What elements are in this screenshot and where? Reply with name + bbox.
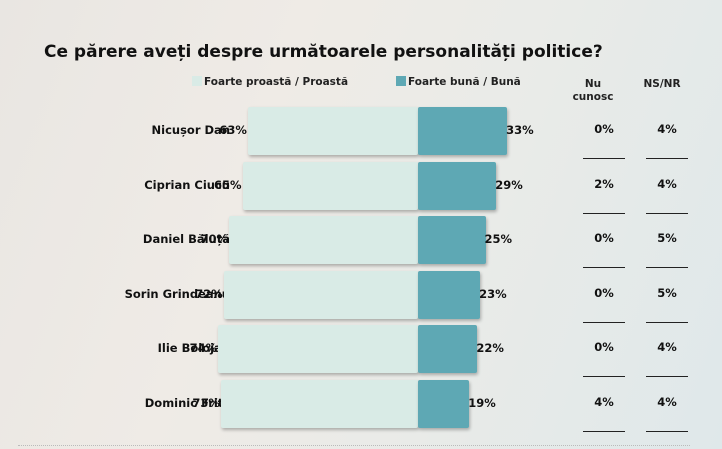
cell-underline: [583, 267, 625, 268]
bar-negative: [218, 325, 418, 373]
legend-negative: Foarte proastă / Proastă: [192, 76, 348, 88]
column-header-nu-cunosc: Nu cunosc: [571, 78, 615, 104]
category-label: Ilie Bolojan: [157, 341, 230, 355]
cell-value: 4%: [657, 122, 677, 136]
column-header-ns-nr-line-1: NS/NR: [643, 78, 681, 90]
category-label: Dominic Fritz: [144, 395, 230, 410]
cell-value: 0%: [594, 231, 614, 245]
data-label-negative: 65%: [213, 177, 242, 192]
cell-underline: [583, 376, 625, 377]
cell-underline: [583, 212, 625, 214]
data-label-positive: 33%: [506, 123, 534, 137]
data-label-negative: 70%: [200, 232, 228, 246]
cell-underline: [583, 430, 625, 432]
chart-title: Ce părere aveți despre următoarele perso…: [44, 42, 603, 62]
legend-swatch-negative: [192, 76, 202, 86]
cell-underline: [646, 267, 688, 268]
category-label: Sorin Grindeanu: [124, 286, 230, 301]
bar-negative: [229, 216, 418, 264]
legend-label-negative: Foarte proastă / Proastă: [204, 76, 349, 88]
legend-swatch-positive: [396, 76, 406, 86]
category-label: Ciprian Ciucu: [144, 177, 230, 192]
column-header-ns-nr: NS/NR: [640, 78, 684, 91]
bar-negative: [223, 270, 418, 319]
cell-value: 2%: [594, 176, 614, 191]
bar-negative: [242, 161, 418, 210]
category-label: Nicușor Dan: [151, 123, 230, 137]
cell-underline: [646, 158, 688, 159]
legend-label-positive: Foarte bună / Bună: [408, 76, 521, 88]
data-label-negative: 73%: [192, 395, 220, 410]
cell-underline: [646, 376, 688, 377]
data-label-positive: 23%: [479, 286, 507, 301]
data-label-negative: 72%: [195, 286, 223, 301]
cell-underline: [646, 321, 688, 323]
bar-positive: [418, 325, 478, 373]
cell-value: 5%: [657, 285, 677, 300]
cell-value: 4%: [657, 394, 677, 409]
data-label-negative: 63%: [219, 123, 247, 137]
cell-value: 4%: [594, 394, 614, 409]
data-label-positive: 19%: [468, 395, 496, 410]
cell-value: 0%: [594, 285, 614, 300]
bar-negative: [220, 379, 418, 428]
data-label-positive: 29%: [495, 177, 523, 192]
cell-value: 0%: [594, 340, 614, 354]
cell-underline: [646, 430, 688, 432]
cell-underline: [646, 212, 688, 214]
cell-value: 0%: [594, 122, 614, 136]
cell-underline: [583, 321, 625, 323]
bottom-divider: [18, 445, 690, 446]
column-header-nu-cunosc-line-2: cunosc: [572, 91, 614, 103]
column-header-nu-cunosc-line-1: Nu: [584, 78, 602, 90]
bar-positive: [418, 270, 481, 319]
cell-value: 5%: [657, 231, 677, 245]
bar-positive: [418, 379, 470, 428]
bar-negative: [247, 107, 418, 155]
cell-value: 4%: [657, 340, 677, 354]
data-label-negative: 74%: [189, 341, 218, 355]
cell-underline: [583, 158, 625, 159]
data-label-positive: 25%: [484, 232, 513, 246]
cell-value: 4%: [657, 176, 677, 191]
bar-positive: [418, 216, 486, 264]
legend-positive: Foarte bună / Bună: [396, 76, 521, 88]
bar-positive: [418, 161, 497, 210]
data-label-positive: 22%: [476, 341, 504, 355]
bar-positive: [418, 107, 508, 155]
category-label: Daniel Băluță: [142, 232, 230, 246]
